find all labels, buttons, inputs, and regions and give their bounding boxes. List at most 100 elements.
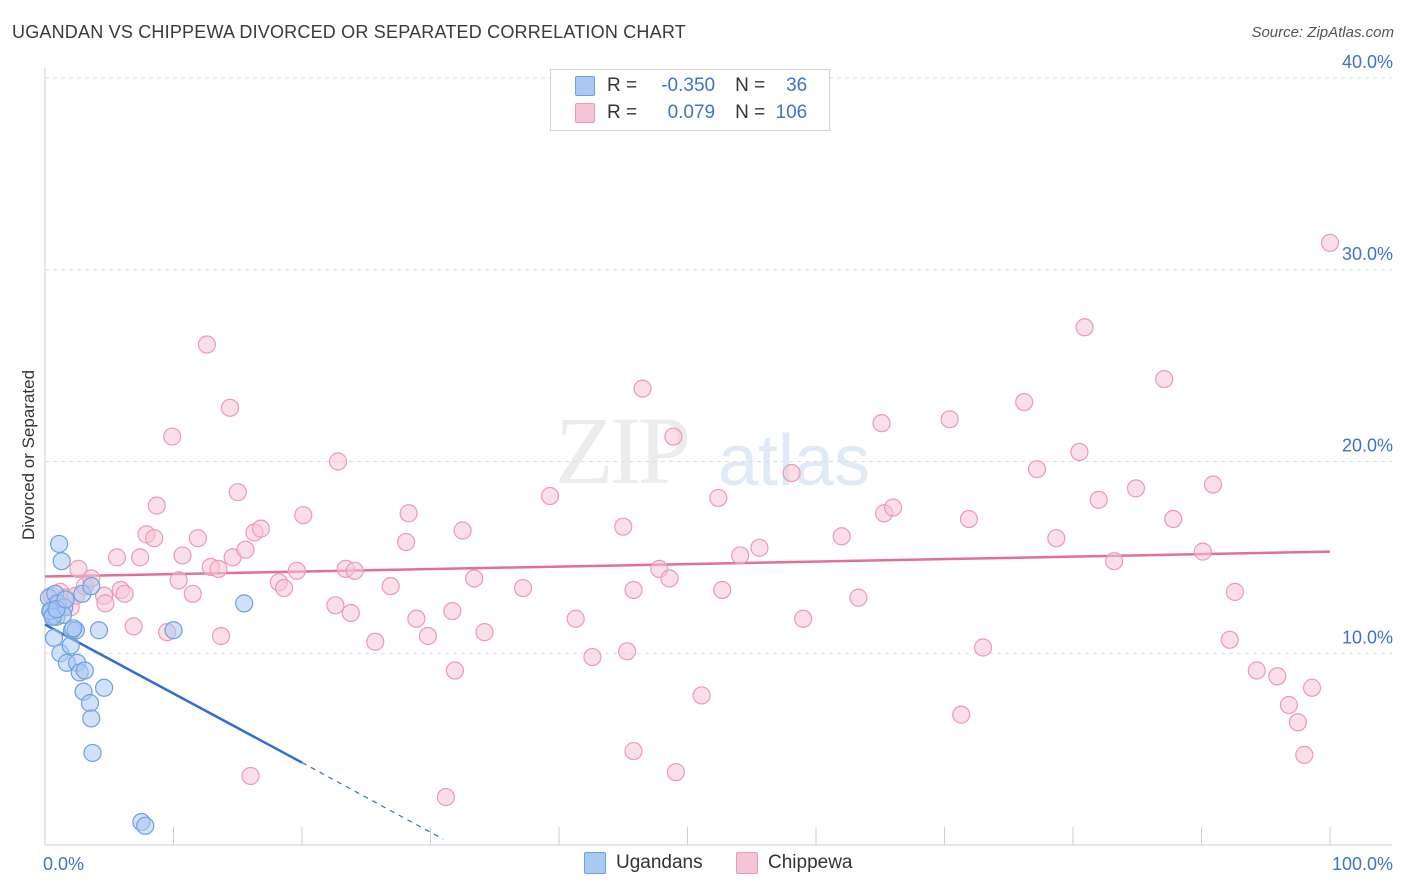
- chippewa-point: [169, 571, 188, 590]
- chippewa-point: [952, 705, 971, 724]
- chippewa-point: [236, 540, 255, 559]
- chippewa-point: [251, 519, 270, 538]
- ugandans-point: [83, 743, 102, 763]
- chippewa-point: [713, 580, 732, 600]
- chippewa-point: [883, 498, 903, 517]
- chippewa-point: [1027, 460, 1047, 479]
- chippewa-point: [1247, 661, 1266, 680]
- chippewa-point: [294, 506, 313, 525]
- chippewa-point: [832, 527, 851, 546]
- chippewa-point: [445, 661, 465, 680]
- ugandans-point: [64, 619, 83, 638]
- legend-row-ugandans: R = -0.350 N = 36: [575, 74, 807, 98]
- chippewa-point: [326, 596, 345, 615]
- chippewa-point: [453, 521, 472, 540]
- chippewa-point: [173, 546, 192, 565]
- chippewa-point: [475, 623, 494, 642]
- ugandans-point: [82, 709, 101, 728]
- chippewa-point: [692, 686, 711, 705]
- legend-item-ugandans[interactable]: Ugandans: [584, 852, 703, 874]
- chippewa-point: [1288, 713, 1307, 732]
- r-label: R =: [607, 102, 638, 123]
- chippewa-point: [1220, 630, 1239, 649]
- chippewa-point: [1193, 542, 1212, 561]
- ugandans-point: [89, 621, 109, 640]
- chippewa-point: [624, 741, 643, 761]
- chippewa-point: [381, 577, 400, 596]
- ugandans-point: [75, 661, 94, 680]
- ugandans-point: [50, 534, 69, 554]
- chippewa-point: [341, 603, 360, 623]
- ugandans-swatch: [584, 852, 606, 874]
- chippewa-point: [849, 588, 868, 607]
- chippewa-point: [465, 569, 484, 588]
- chippewa-point: [436, 787, 456, 807]
- chippewa-point: [443, 601, 462, 621]
- correlation-legend: R = -0.350 N = 36 R = 0.079 N = 106: [550, 69, 830, 131]
- ugandans-point: [164, 621, 183, 640]
- chart-title: UGANDAN VS CHIPPEWA DIVORCED OR SEPARATE…: [12, 22, 686, 42]
- chippewa-point: [666, 763, 686, 782]
- chippewa-point: [1203, 475, 1223, 494]
- legend-item-chippewa[interactable]: Chippewa: [736, 852, 853, 874]
- chippewa-point: [664, 427, 683, 446]
- chippewa-point: [566, 609, 585, 628]
- chippewa-point: [399, 504, 418, 523]
- chippewa-point: [1047, 529, 1066, 548]
- chippewa-point: [124, 617, 143, 636]
- legend-label-ugandans: Ugandans: [616, 852, 703, 873]
- chippewa-point: [1155, 369, 1174, 389]
- chippewa-point: [1105, 552, 1124, 571]
- chippewa-point: [660, 569, 679, 588]
- n-label: N =: [735, 102, 766, 123]
- watermark-zip: ZIP: [555, 397, 691, 504]
- chippewa-point: [1320, 233, 1340, 253]
- y-axis-label: Divorced or Separated: [19, 370, 38, 540]
- chippewa-point: [624, 580, 643, 600]
- r-value: 0.079: [667, 102, 716, 123]
- chippewa-point: [130, 548, 150, 567]
- chippewa-point: [1268, 667, 1287, 686]
- chippewa-swatch: [736, 852, 758, 874]
- chippewa-point: [274, 578, 294, 598]
- ugandans-point: [56, 590, 75, 609]
- chippewa-point: [1070, 442, 1089, 462]
- ugandans-point: [61, 636, 80, 655]
- grid-lines: [45, 77, 1392, 654]
- ugandans-point: [136, 816, 155, 835]
- chippewa-point: [540, 486, 560, 506]
- chippewa-point: [96, 594, 115, 613]
- ugandans-point: [52, 552, 71, 571]
- chippewa-point: [1015, 392, 1034, 412]
- n-label: N =: [735, 75, 766, 96]
- y-tick-label: 20.0%: [1342, 436, 1393, 456]
- data-points: [39, 233, 1340, 835]
- chippewa-point: [1126, 479, 1146, 498]
- n-value: 106: [775, 102, 808, 123]
- chippewa-point: [147, 496, 166, 515]
- chippewa-point: [197, 335, 217, 354]
- chippewa-point: [407, 609, 426, 628]
- legend-label-chippewa: Chippewa: [768, 852, 853, 873]
- chippewa-point: [366, 632, 385, 651]
- chippewa-point: [959, 509, 979, 529]
- legend-row-chippewa: R = 0.079 N = 106: [575, 101, 807, 125]
- ugandans-point: [80, 694, 100, 713]
- chippewa-point: [209, 559, 228, 578]
- chippewa-point: [614, 517, 633, 536]
- chippewa-point: [211, 626, 231, 646]
- chippewa-point: [69, 559, 88, 578]
- chippewa-point: [188, 529, 208, 548]
- chippewa-point: [1295, 745, 1314, 764]
- chippewa-point: [618, 642, 637, 661]
- chippewa-point: [345, 561, 364, 580]
- y-tick-label: 40.0%: [1342, 52, 1393, 72]
- y-tick-label: 10.0%: [1342, 627, 1393, 647]
- ugandans-trend-line: [44, 623, 303, 764]
- axes: [44, 68, 1392, 846]
- chippewa-point: [183, 584, 202, 603]
- ugandans-point: [82, 577, 101, 596]
- chippewa-point: [750, 538, 769, 557]
- series-legend: Ugandans Chippewa: [0, 852, 1406, 876]
